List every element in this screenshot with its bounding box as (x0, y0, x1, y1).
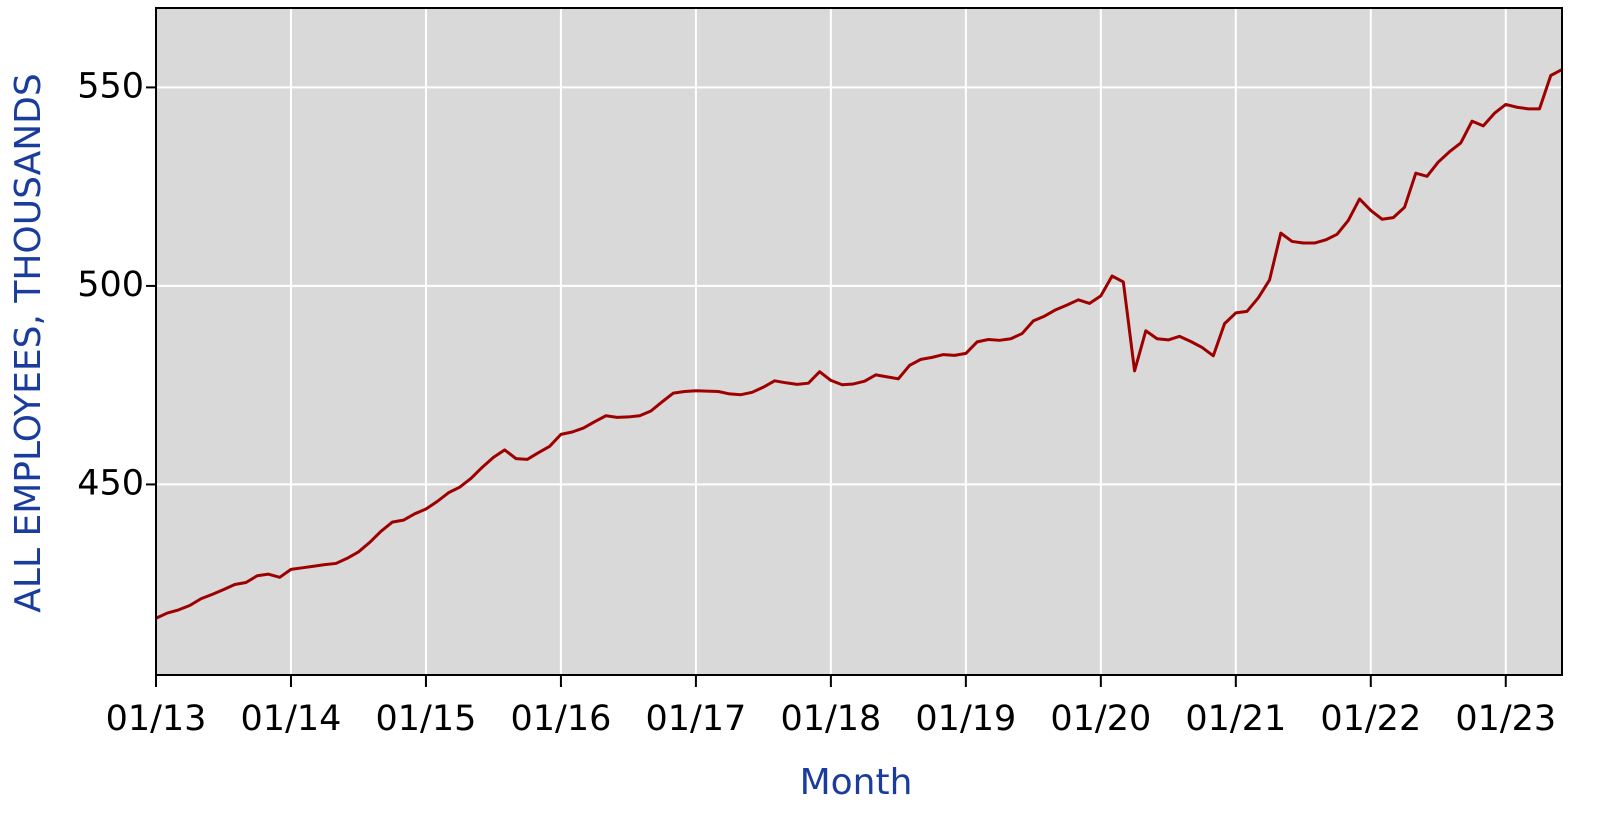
plot-area (156, 8, 1562, 675)
x-tick-label: 01/21 (1185, 699, 1286, 739)
x-tick-label: 01/15 (376, 699, 477, 739)
x-tick-label: 01/23 (1455, 699, 1556, 739)
grid (155, 8, 1562, 675)
marks (155, 68, 1563, 620)
x-axis-title: Month (800, 762, 913, 803)
x-tick-label: 01/16 (510, 699, 611, 739)
plot-frame (155, 7, 1563, 676)
y-axis-title: ALL EMPLOYEES, THOUSANDS (8, 73, 49, 612)
x-tick-label: 01/18 (780, 699, 881, 739)
x-tick-label: 01/19 (915, 699, 1016, 739)
x-tick-label: 01/17 (645, 699, 746, 739)
y-tick-label: 550 (77, 66, 144, 106)
x-tick-label: 01/13 (106, 699, 207, 739)
y-tick-label: 500 (77, 265, 144, 305)
x-tick-label: 01/22 (1320, 699, 1421, 739)
y-tick-label: 450 (77, 463, 144, 503)
data-line (155, 68, 1563, 620)
x-tick-label: 01/20 (1050, 699, 1151, 739)
x-tick-label: 01/14 (241, 699, 342, 739)
